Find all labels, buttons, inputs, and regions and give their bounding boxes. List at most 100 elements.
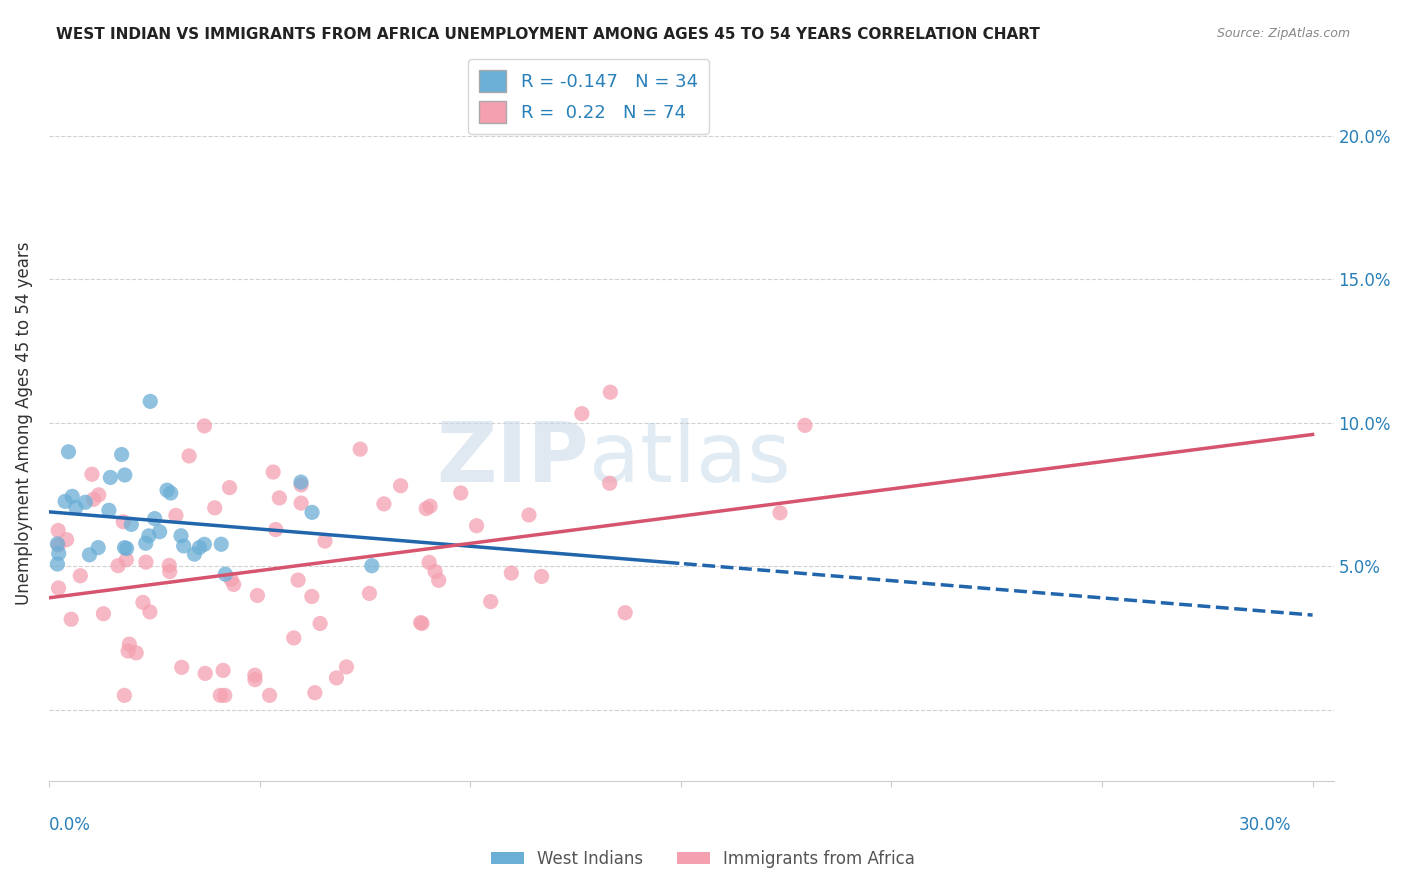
Point <box>48 581 70 595</box>
Point <box>349 442 371 457</box>
Point <box>183 547 205 561</box>
Point <box>325 671 347 685</box>
Point <box>309 616 332 631</box>
Point <box>157 558 180 573</box>
Point <box>259 689 281 703</box>
Point <box>83 492 105 507</box>
Point <box>120 517 142 532</box>
Point <box>114 541 136 555</box>
Point <box>283 631 305 645</box>
Point <box>450 486 472 500</box>
Point <box>46 524 69 538</box>
Point <box>501 566 523 580</box>
Point <box>112 689 135 703</box>
Point <box>389 479 412 493</box>
Point <box>530 569 553 583</box>
Point <box>287 573 309 587</box>
Point <box>188 541 211 555</box>
Point <box>301 505 323 519</box>
Point <box>360 558 382 573</box>
Point <box>53 494 76 508</box>
Point <box>159 486 181 500</box>
Point <box>170 660 193 674</box>
Point <box>173 539 195 553</box>
Text: Source: ZipAtlas.com: Source: ZipAtlas.com <box>1216 27 1350 40</box>
Point <box>170 529 193 543</box>
Point <box>304 686 326 700</box>
Point <box>117 644 139 658</box>
Point <box>290 475 312 489</box>
Point <box>290 478 312 492</box>
Point <box>222 577 245 591</box>
Point <box>132 595 155 609</box>
Point <box>214 689 236 703</box>
Point <box>115 541 138 556</box>
Point <box>87 541 110 555</box>
Point <box>58 444 80 458</box>
Point <box>411 616 433 631</box>
Text: 30.0%: 30.0% <box>1239 816 1292 834</box>
Point <box>100 470 122 484</box>
Text: 0.0%: 0.0% <box>49 816 91 834</box>
Point <box>139 394 162 409</box>
Point <box>243 673 266 687</box>
Point <box>427 574 450 588</box>
Point <box>571 407 593 421</box>
Point <box>373 497 395 511</box>
Point <box>93 607 115 621</box>
Point <box>314 534 336 549</box>
Point <box>143 511 166 525</box>
Point <box>135 555 157 569</box>
Point <box>599 476 621 491</box>
Point <box>125 646 148 660</box>
Point <box>423 565 446 579</box>
Point <box>246 589 269 603</box>
Point <box>599 385 621 400</box>
Point <box>60 489 83 503</box>
Point <box>55 533 77 547</box>
Point <box>139 605 162 619</box>
Point <box>149 524 172 539</box>
Point <box>262 465 284 479</box>
Point <box>65 500 87 515</box>
Point <box>212 664 235 678</box>
Point <box>418 555 440 569</box>
Point <box>112 515 135 529</box>
Point <box>794 418 817 433</box>
Point <box>60 612 83 626</box>
Point <box>87 488 110 502</box>
Point <box>214 567 236 582</box>
Point <box>479 594 502 608</box>
Text: WEST INDIAN VS IMMIGRANTS FROM AFRICA UNEMPLOYMENT AMONG AGES 45 TO 54 YEARS COR: WEST INDIAN VS IMMIGRANTS FROM AFRICA UN… <box>56 27 1040 42</box>
Text: atlas: atlas <box>589 418 790 500</box>
Legend: West Indians, Immigrants from Africa: West Indians, Immigrants from Africa <box>484 844 922 875</box>
Point <box>209 689 232 703</box>
Point <box>193 537 215 551</box>
Point <box>75 495 97 509</box>
Point <box>204 500 226 515</box>
Point <box>118 637 141 651</box>
Point <box>107 558 129 573</box>
Point <box>269 491 291 505</box>
Point <box>193 418 215 433</box>
Point <box>46 557 69 571</box>
Point <box>165 508 187 523</box>
Point <box>218 481 240 495</box>
Point <box>48 538 70 552</box>
Point <box>465 518 488 533</box>
Point <box>46 537 69 551</box>
Point <box>69 568 91 582</box>
Point <box>177 449 200 463</box>
Point <box>80 467 103 482</box>
Point <box>97 503 120 517</box>
Legend: R = -0.147   N = 34, R =  0.22   N = 74: R = -0.147 N = 34, R = 0.22 N = 74 <box>468 59 709 134</box>
Point <box>79 548 101 562</box>
Point <box>115 552 138 566</box>
Point <box>359 586 381 600</box>
Point <box>243 668 266 682</box>
Point <box>409 615 432 630</box>
Point <box>209 537 232 551</box>
Point <box>219 572 242 586</box>
Point <box>614 606 637 620</box>
Point <box>135 536 157 550</box>
